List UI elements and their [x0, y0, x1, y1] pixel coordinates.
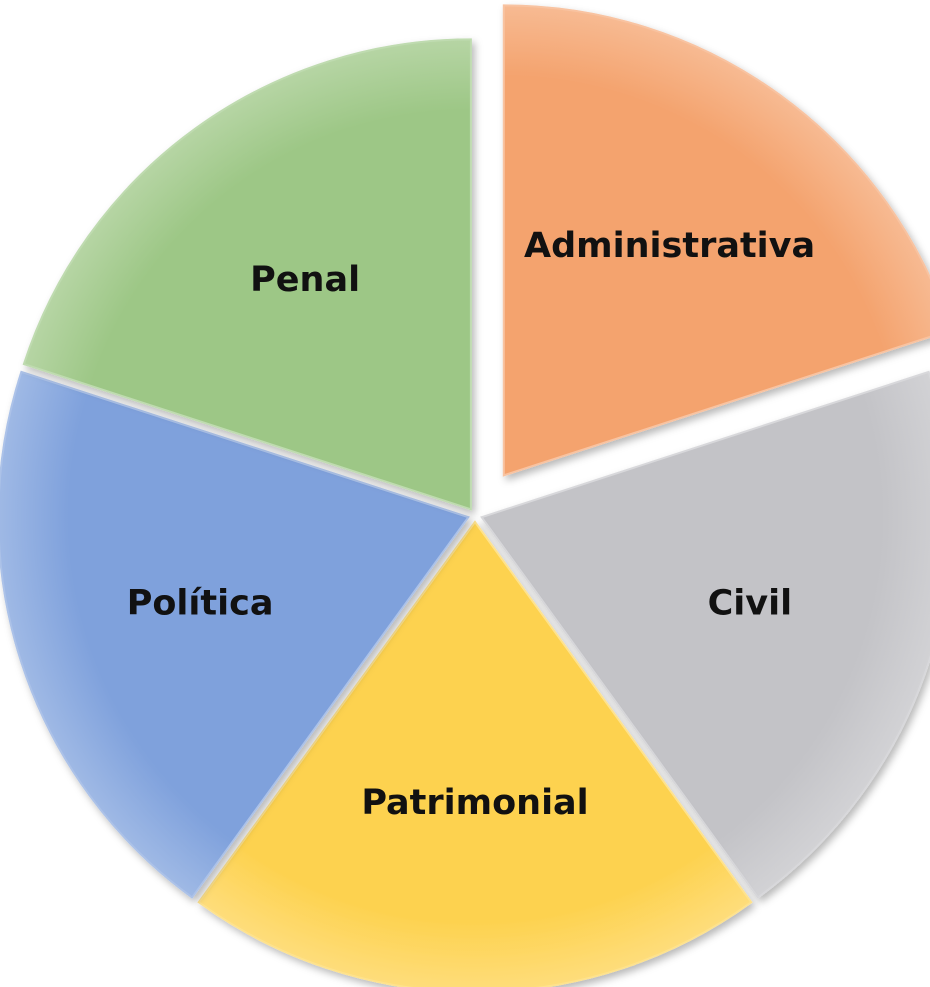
- slice-label: Penal: [250, 260, 360, 300]
- slice-label: Patrimonial: [361, 783, 588, 823]
- pie-slices: [0, 4, 930, 987]
- pie-slice-administrativa: [502, 4, 930, 477]
- slice-label: Política: [127, 583, 274, 623]
- pie-slice-penal: [22, 38, 472, 511]
- pie-slice-civil: [480, 370, 930, 899]
- slice-label: Administrativa: [524, 226, 815, 266]
- slice-label: Civil: [708, 583, 793, 623]
- pie-slice-politica: [0, 370, 470, 899]
- pie-labels: Administrativa Civil Patrimonial Política Pe…: [127, 226, 815, 823]
- pie-slice-patrimonial: [197, 520, 753, 987]
